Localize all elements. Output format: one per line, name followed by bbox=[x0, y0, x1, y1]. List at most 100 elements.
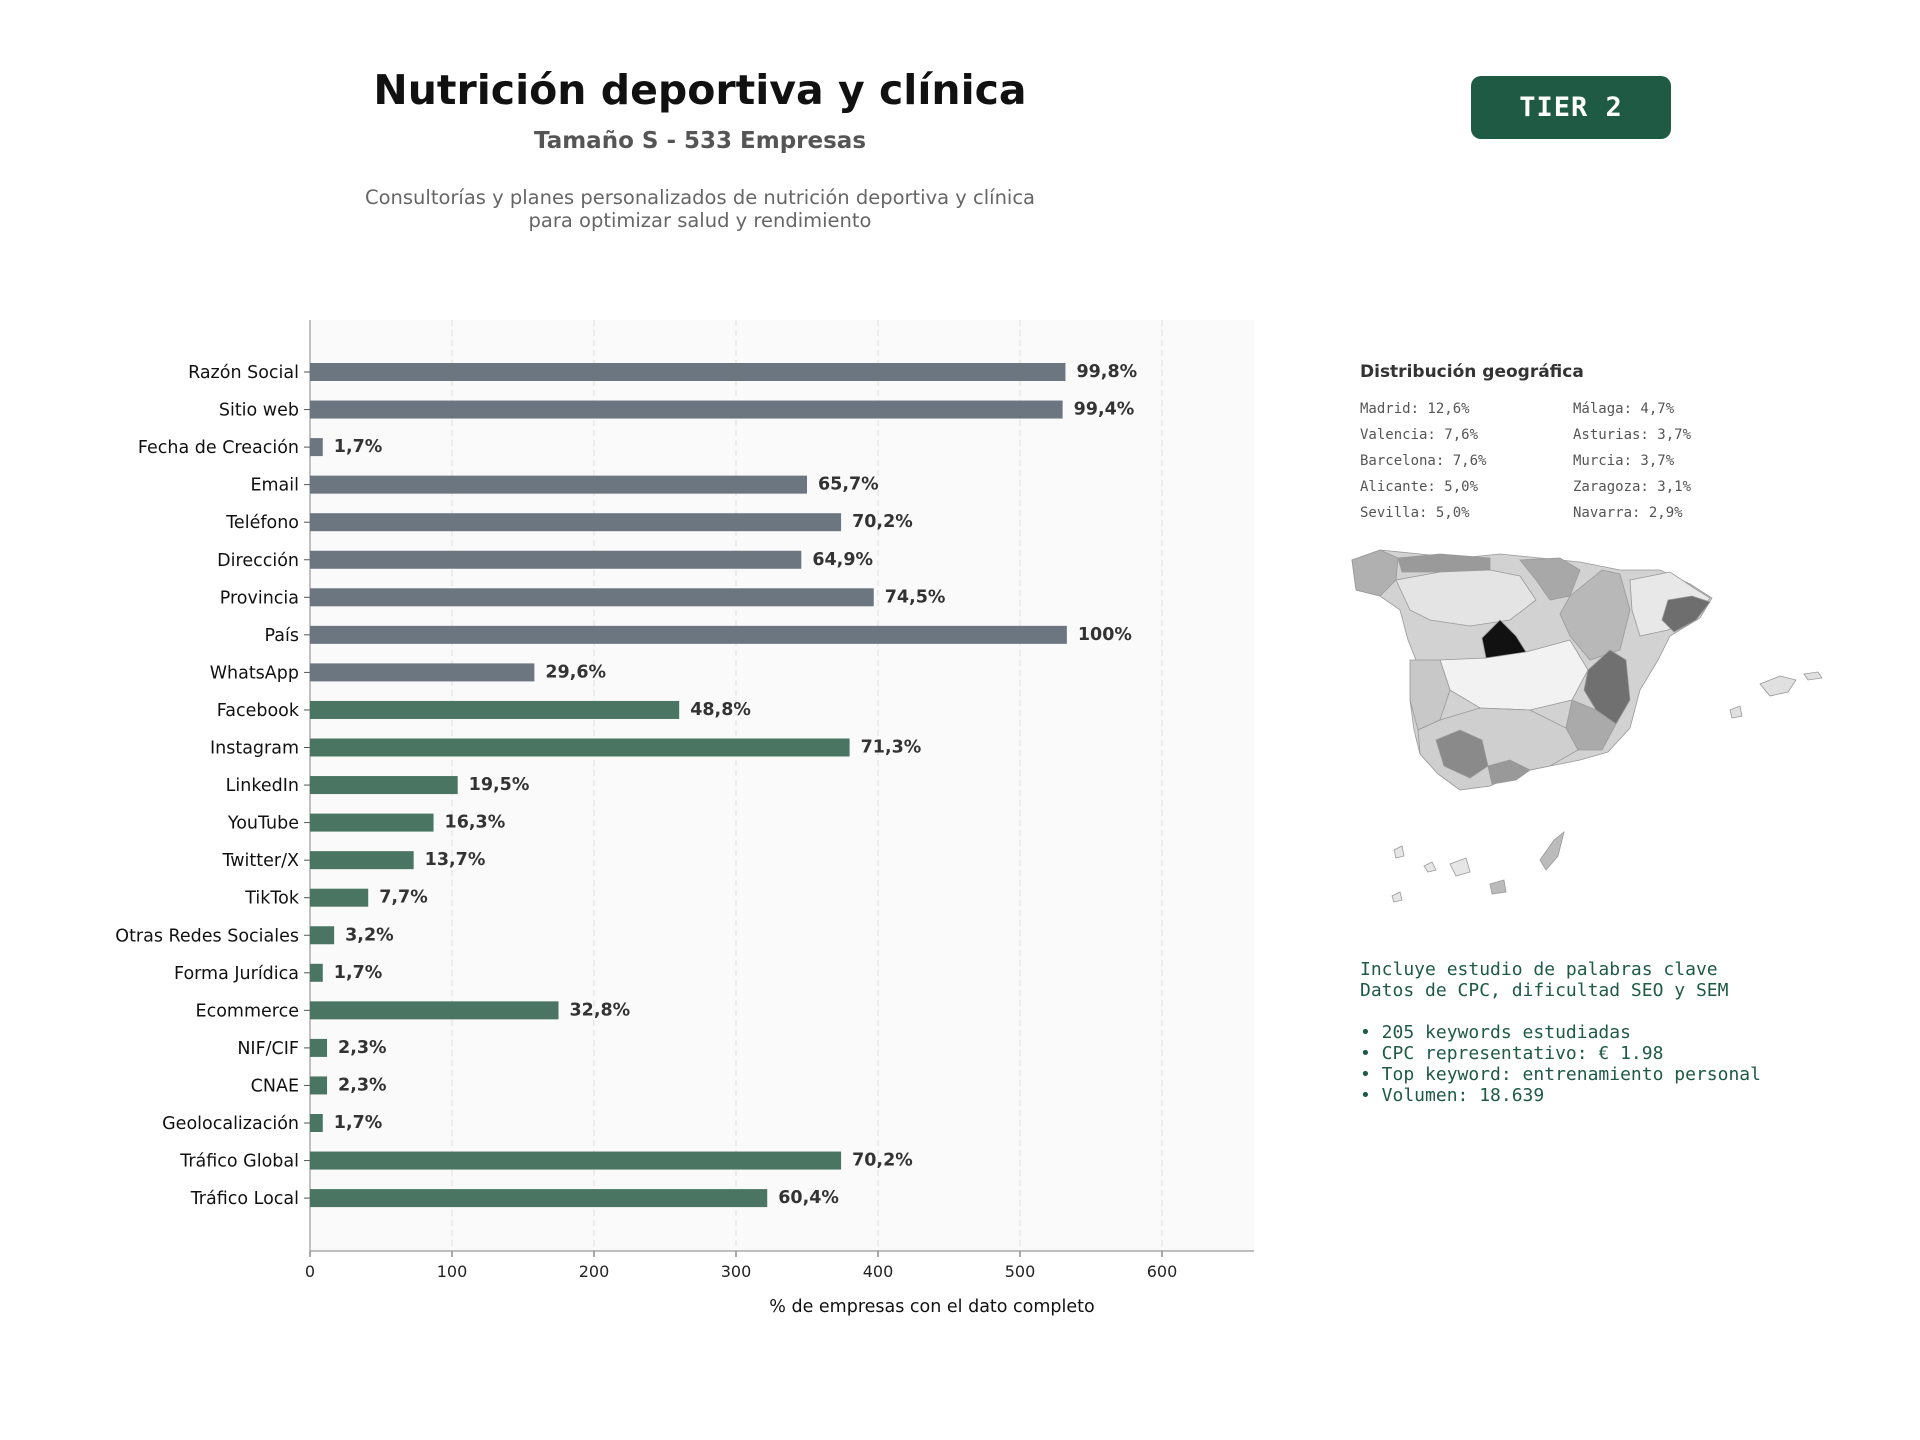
data-label: 13,7% bbox=[425, 850, 486, 870]
plot-area bbox=[310, 320, 1254, 1251]
bar bbox=[310, 1038, 328, 1057]
category-label: YouTube bbox=[227, 814, 299, 834]
bar bbox=[310, 813, 434, 832]
category-label: Otras Redes Sociales bbox=[115, 926, 299, 946]
geo-distribution-title: Distribución geográfica bbox=[1360, 362, 1584, 382]
bar bbox=[310, 1001, 559, 1020]
bar bbox=[310, 363, 1066, 381]
geo-item: Murcia: 3,7% bbox=[1573, 453, 1675, 469]
bar bbox=[310, 1076, 328, 1095]
category-label: Sitio web bbox=[219, 401, 299, 421]
bar bbox=[310, 738, 850, 757]
region-canarias-6 bbox=[1391, 891, 1403, 903]
description-line-1: Consultorías y planes personalizados de … bbox=[364, 186, 1036, 209]
keyword-bullet: • CPC representativo: € 1.98 bbox=[1360, 1043, 1664, 1064]
bar bbox=[310, 1151, 842, 1170]
spain-choropleth-map bbox=[1351, 549, 1823, 903]
keyword-bullet: • 205 keywords estudiadas bbox=[1360, 1022, 1631, 1043]
geo-item: Alicante: 5,0% bbox=[1360, 479, 1479, 495]
data-label: 7,7% bbox=[379, 888, 428, 908]
bar bbox=[310, 888, 369, 907]
geo-item: Madrid: 12,6% bbox=[1360, 401, 1470, 417]
data-label: 74,5% bbox=[885, 587, 946, 607]
data-label: 70,2% bbox=[852, 1151, 913, 1171]
keyword-study-line: Incluye estudio de palabras clave bbox=[1360, 959, 1718, 980]
keyword-bullet: • Volumen: 18.639 bbox=[1360, 1085, 1545, 1106]
data-label: 1,7% bbox=[334, 437, 383, 457]
category-label: Facebook bbox=[217, 701, 300, 721]
x-tick-label: 0 bbox=[305, 1262, 315, 1281]
data-label: 1,7% bbox=[334, 963, 383, 983]
region-castilla-mancha bbox=[1439, 639, 1589, 711]
geo-item: Zaragoza: 3,1% bbox=[1573, 479, 1692, 495]
category-label: CNAE bbox=[251, 1076, 299, 1096]
category-label: Instagram bbox=[210, 739, 299, 759]
keyword-bullet: • Top keyword: entrenamiento personal bbox=[1360, 1064, 1761, 1085]
region-barcelona bbox=[1661, 595, 1711, 633]
bar bbox=[310, 513, 842, 532]
bar bbox=[310, 851, 414, 870]
geo-item: Málaga: 4,7% bbox=[1573, 401, 1675, 417]
tier-badge: TIER 2 bbox=[1471, 76, 1671, 139]
region-canarias-3 bbox=[1539, 830, 1565, 871]
geo-item: Navarra: 2,9% bbox=[1573, 505, 1683, 521]
bar bbox=[310, 776, 458, 795]
data-label: 2,3% bbox=[338, 1038, 387, 1058]
data-label: 16,3% bbox=[445, 813, 506, 833]
region-canarias-1 bbox=[1449, 857, 1471, 877]
page-title: Nutrición deportiva y clínica bbox=[373, 66, 1027, 114]
category-label: Tráfico Local bbox=[190, 1189, 299, 1209]
x-tick-label: 400 bbox=[863, 1262, 894, 1281]
category-label: WhatsApp bbox=[210, 663, 299, 683]
x-axis-label: % de empresas con el dato completo bbox=[769, 1297, 1094, 1317]
data-label: 19,5% bbox=[469, 775, 530, 795]
bar bbox=[310, 963, 323, 982]
bar bbox=[310, 700, 680, 719]
x-tick-label: 600 bbox=[1147, 1262, 1178, 1281]
category-label: País bbox=[265, 626, 299, 646]
geo-distribution-list: Madrid: 12,6% Málaga: 4,7% Valencia: 7,6… bbox=[1360, 399, 1800, 524]
category-label: Razón Social bbox=[188, 363, 299, 383]
bar bbox=[310, 663, 535, 682]
region-canarias-5 bbox=[1393, 845, 1405, 859]
data-label: 3,2% bbox=[345, 925, 394, 945]
description: Consultorías y planes personalizados de … bbox=[300, 186, 1100, 232]
region-asturias bbox=[1397, 553, 1491, 573]
bar bbox=[310, 926, 335, 945]
x-tick-label: 100 bbox=[437, 1262, 468, 1281]
data-label: 99,4% bbox=[1074, 400, 1135, 420]
description-line-2: para optimizar salud y rendimiento bbox=[528, 209, 872, 232]
bar bbox=[310, 1189, 768, 1208]
page-subtitle: Tamaño S - 533 Empresas bbox=[533, 128, 867, 154]
data-label: 65,7% bbox=[818, 475, 879, 495]
x-tick-label: 200 bbox=[579, 1262, 610, 1281]
completeness-bar-chart: 0 100 200 300 400 500 600 Razón Social 99,8% Siti… bbox=[115, 320, 1254, 1317]
data-label: 99,8% bbox=[1076, 362, 1137, 382]
data-label: 70,2% bbox=[852, 512, 913, 532]
region-canarias-2 bbox=[1489, 879, 1507, 895]
region-canarias-4 bbox=[1423, 861, 1437, 873]
category-label: Provincia bbox=[220, 588, 299, 608]
region-menorca bbox=[1803, 671, 1823, 681]
category-label: Forma Jurídica bbox=[174, 964, 299, 984]
category-label: Teléfono bbox=[225, 513, 299, 533]
geo-item: Asturias: 3,7% bbox=[1573, 427, 1692, 443]
bar bbox=[310, 438, 323, 457]
category-label: Email bbox=[250, 476, 299, 496]
region-aragon bbox=[1559, 569, 1631, 661]
keyword-data-line: Datos de CPC, dificultad SEO y SEM bbox=[1360, 980, 1729, 1001]
category-label: Tráfico Global bbox=[179, 1152, 299, 1172]
data-label: 71,3% bbox=[861, 738, 922, 758]
data-label: 64,9% bbox=[812, 550, 873, 570]
region-malaga bbox=[1487, 759, 1531, 785]
region-baleares bbox=[1759, 675, 1797, 697]
data-label: 29,6% bbox=[545, 662, 606, 682]
bar bbox=[310, 550, 802, 569]
geo-item: Barcelona: 7,6% bbox=[1360, 453, 1487, 469]
data-label: 1,7% bbox=[334, 1113, 383, 1133]
bar bbox=[310, 625, 1067, 644]
data-label: 2,3% bbox=[338, 1075, 387, 1095]
data-label: 48,8% bbox=[690, 700, 751, 720]
bar bbox=[310, 400, 1063, 419]
data-label: 100% bbox=[1078, 625, 1132, 645]
